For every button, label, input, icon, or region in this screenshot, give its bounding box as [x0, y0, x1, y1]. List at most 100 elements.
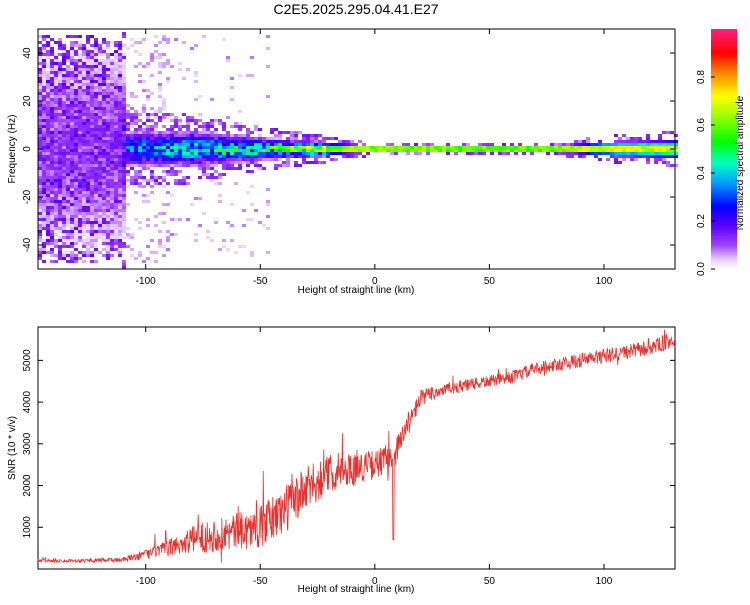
heatmap-cell: [82, 155, 86, 158]
heatmap-cell: [642, 149, 646, 152]
heatmap-cell: [322, 143, 326, 146]
heatmap-cell: [102, 152, 106, 155]
heatmap-cell: [334, 149, 338, 152]
heatmap-cell: [98, 80, 102, 83]
heatmap-cell: [50, 44, 54, 47]
heatmap-cell: [94, 107, 98, 110]
heatmap-cell: [66, 251, 70, 254]
heatmap-cell: [598, 146, 602, 149]
heatmap-cell: [38, 83, 42, 86]
heatmap-cell: [86, 104, 90, 107]
heatmap-cell: [294, 152, 298, 155]
heatmap-cell: [154, 161, 158, 164]
heatmap-cell: [198, 224, 202, 227]
heatmap-cell: [74, 170, 78, 173]
heatmap-cell: [318, 149, 322, 152]
heatmap-cell: [106, 146, 110, 149]
heatmap-cell: [58, 155, 62, 158]
heatmap-cell: [298, 164, 302, 167]
heatmap-cell: [46, 209, 50, 212]
heatmap-cell: [426, 143, 430, 146]
heatmap-cell: [50, 149, 54, 152]
heatmap-cell: [114, 140, 118, 143]
heatmap-cell: [82, 206, 86, 209]
heatmap-cell: [62, 104, 66, 107]
heatmap-cell: [70, 122, 74, 125]
heatmap-cell: [174, 125, 178, 128]
heatmap-cell: [98, 146, 102, 149]
heatmap-cell: [230, 149, 234, 152]
heatmap-cell: [66, 74, 70, 77]
heatmap-cell: [38, 41, 42, 44]
heatmap-cell: [46, 149, 50, 152]
heatmap-cell: [38, 188, 42, 191]
heatmap-cell: [98, 197, 102, 200]
heatmap-cell: [206, 152, 210, 155]
heatmap-cell: [70, 230, 74, 233]
heatmap-cell: [114, 92, 118, 95]
heatmap-cell: [70, 35, 74, 38]
heatmap-cell: [198, 176, 202, 179]
heatmap-cell: [90, 77, 94, 80]
heatmap-cell: [62, 89, 66, 92]
heatmap-cell: [122, 245, 126, 248]
heatmap-cell: [110, 143, 114, 146]
heatmap-cell: [170, 233, 174, 236]
heatmap-cell: [114, 128, 118, 131]
heatmap-cell: [106, 233, 110, 236]
heatmap-cell: [314, 146, 318, 149]
heatmap-cell: [46, 89, 50, 92]
heatmap-cell: [98, 176, 102, 179]
heatmap-cell: [62, 167, 66, 170]
heatmap-cell: [54, 80, 58, 83]
heatmap-cell: [158, 182, 162, 185]
heatmap-cell: [222, 125, 226, 128]
heatmap-cell: [158, 212, 162, 215]
heatmap-cell: [82, 209, 86, 212]
heatmap-cell: [74, 98, 78, 101]
heatmap-cell: [646, 140, 650, 143]
heatmap-cell: [246, 218, 250, 221]
heatmap-cell: [62, 131, 66, 134]
heatmap-cell: [134, 41, 138, 44]
heatmap-cell: [66, 242, 70, 245]
heatmap-cell: [178, 146, 182, 149]
heatmap-cell: [38, 92, 42, 95]
heatmap-cell: [98, 125, 102, 128]
heatmap-cell: [482, 149, 486, 152]
heatmap-cell: [134, 218, 138, 221]
heatmap-cell: [174, 170, 178, 173]
heatmap-cell: [86, 221, 90, 224]
heatmap-cell: [50, 230, 54, 233]
heatmap-cell: [318, 152, 322, 155]
heatmap-cell: [58, 149, 62, 152]
heatmap-cell: [278, 155, 282, 158]
heatmap-cell: [162, 101, 166, 104]
heatmap-cell: [122, 128, 126, 131]
heatmap-cell: [110, 41, 114, 44]
heatmap-cell: [158, 89, 162, 92]
heatmap-cell: [610, 152, 614, 155]
heatmap-cell: [50, 173, 54, 176]
heatmap-cell: [470, 152, 474, 155]
heatmap-cell: [286, 131, 290, 134]
heatmap-cell: [50, 125, 54, 128]
heatmap-cell: [66, 89, 70, 92]
heatmap-cell: [122, 194, 126, 197]
heatmap-cell: [378, 149, 382, 152]
heatmap-cell: [226, 143, 230, 146]
heatmap-cell: [134, 143, 138, 146]
heatmap-cell: [410, 149, 414, 152]
heatmap-cell: [606, 152, 610, 155]
heatmap-cell: [78, 149, 82, 152]
heatmap-cell: [70, 245, 74, 248]
heatmap-cell: [154, 179, 158, 182]
heatmap-cell: [158, 86, 162, 89]
heatmap-cell: [246, 158, 250, 161]
heatmap-cell: [122, 62, 126, 65]
heatmap-cell: [102, 122, 106, 125]
heatmap-cell: [78, 95, 82, 98]
heatmap-cell: [98, 164, 102, 167]
heatmap-cell: [122, 182, 126, 185]
heatmap-cell: [118, 236, 122, 239]
